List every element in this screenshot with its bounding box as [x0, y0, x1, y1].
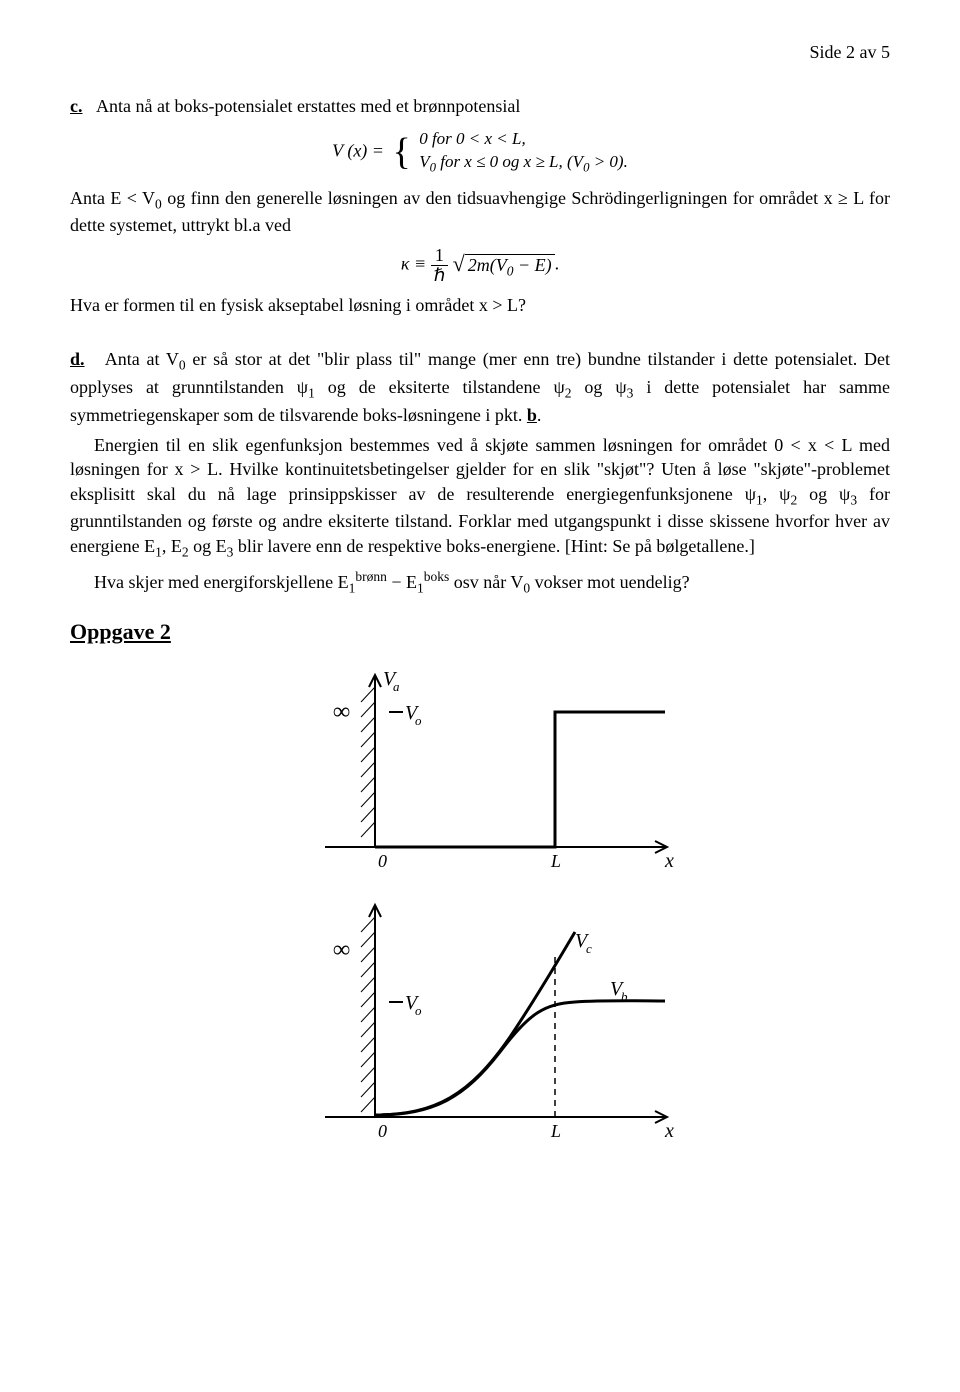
equation-potential: V (x) = { 0 for 0 < x < L, V0 for x ≤ 0 … — [70, 127, 890, 178]
diagram-top: V a ∞ V o 0 L x — [325, 668, 674, 872]
oppgave-2-title: Oppgave 2 — [70, 617, 890, 647]
part-d-para1: d. Anta at V0 er så stor at det "blir pl… — [70, 347, 890, 427]
svg-text:o: o — [415, 1003, 422, 1018]
svg-text:∞: ∞ — [333, 699, 350, 725]
part-d-para2: Energien til en slik egenfunksjon bestem… — [70, 433, 890, 562]
figure-potential-diagrams: V a ∞ V o 0 L x — [70, 657, 890, 1163]
svg-text:L: L — [550, 851, 561, 871]
svg-text:0: 0 — [378, 1121, 387, 1141]
svg-text:b: b — [621, 989, 628, 1004]
part-d-label: d. — [70, 349, 85, 369]
part-c-text3: Hva er formen til en fysisk akseptabel l… — [70, 293, 890, 317]
part-c-text2: Anta E < V0 og finn den generelle løsnin… — [70, 186, 890, 238]
svg-text:L: L — [550, 1121, 561, 1141]
part-d-para3: Hva skjer med energiforskjellene E1brønn… — [70, 568, 890, 598]
svg-text:x: x — [664, 1120, 674, 1142]
svg-text:o: o — [415, 713, 422, 728]
svg-text:c: c — [586, 941, 592, 956]
page-header: Side 2 av 5 — [70, 40, 890, 64]
equation-kappa: κ ≡ 1 ℏ √2m(V0 − E) . — [70, 246, 890, 285]
part-c-label: c. — [70, 96, 83, 116]
diagram-bottom: ∞ V o V c V b 0 L x — [325, 905, 674, 1142]
svg-text:∞: ∞ — [333, 937, 350, 963]
svg-text:x: x — [664, 850, 674, 872]
part-c-intro: c. Anta nå at boks-potensialet erstattes… — [70, 94, 890, 118]
part-c-text1: Anta nå at boks-potensialet erstattes me… — [96, 96, 520, 116]
svg-text:a: a — [393, 679, 400, 694]
svg-text:0: 0 — [378, 851, 387, 871]
